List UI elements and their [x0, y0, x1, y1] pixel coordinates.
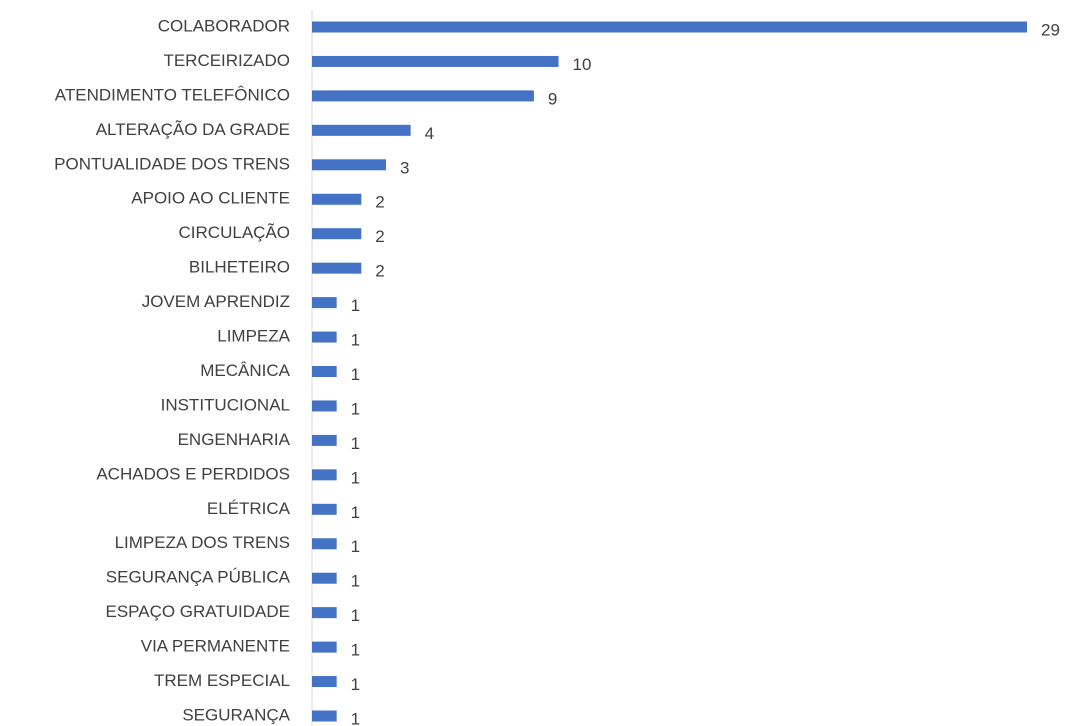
bar [312, 297, 337, 309]
bar [312, 193, 362, 205]
data-label: 1 [351, 365, 360, 384]
y-tick-label: TREM ESPECIAL [154, 671, 290, 690]
data-label: 1 [351, 572, 360, 591]
bar [312, 124, 411, 136]
data-label: 9 [548, 89, 557, 108]
bar [312, 262, 362, 274]
bar [312, 55, 559, 67]
data-label: 1 [351, 331, 360, 350]
bar [312, 159, 386, 171]
data-label: 1 [351, 399, 360, 418]
bar [312, 641, 337, 653]
data-label: 2 [375, 227, 384, 246]
data-label: 1 [351, 606, 360, 625]
data-label: 10 [573, 55, 592, 74]
y-tick-label: MECÂNICA [200, 361, 290, 380]
data-label: 1 [351, 537, 360, 556]
bar [312, 21, 1027, 33]
data-label: 29 [1041, 20, 1060, 39]
data-label: 2 [375, 262, 384, 281]
bar [312, 503, 337, 515]
bar [312, 538, 337, 550]
y-tick-label: ESPAÇO GRATUIDADE [105, 602, 290, 621]
data-label: 1 [351, 641, 360, 660]
data-label: 1 [351, 434, 360, 453]
y-tick-label: LIMPEZA DOS TRENS [115, 533, 290, 552]
y-tick-label: APOIO AO CLIENTE [131, 189, 290, 208]
bar [312, 572, 337, 584]
y-tick-label: VIA PERMANENTE [141, 637, 290, 656]
y-tick-label: SEGURANÇA PÚBLICA [106, 568, 291, 587]
bar [312, 331, 337, 343]
y-tick-label: INSTITUCIONAL [161, 395, 290, 414]
bar [312, 434, 337, 446]
y-tick-label: JOVEM APRENDIZ [142, 292, 290, 311]
data-label: 1 [351, 503, 360, 522]
y-tick-label: ALTERAÇÃO DA GRADE [96, 120, 290, 139]
bar [312, 710, 337, 722]
bar [312, 366, 337, 377]
y-tick-label: TERCEIRIZADO [163, 51, 290, 70]
bar [312, 676, 337, 688]
y-tick-label: ENGENHARIA [178, 430, 291, 449]
bar [312, 469, 337, 481]
y-tick-label: ACHADOS E PERDIDOS [96, 464, 290, 483]
data-label: 1 [351, 468, 360, 487]
data-label: 1 [351, 675, 360, 694]
y-tick-label: COLABORADOR [158, 16, 290, 35]
data-label: 1 [351, 296, 360, 315]
y-tick-label: CIRCULAÇÃO [179, 223, 290, 242]
bar [312, 228, 362, 240]
data-label: 4 [425, 124, 434, 143]
bar [312, 607, 337, 619]
y-tick-label: SEGURANÇA [182, 705, 290, 724]
bar [312, 400, 337, 412]
bar [312, 90, 534, 102]
data-label: 1 [351, 709, 360, 726]
data-label: 2 [375, 193, 384, 212]
y-tick-label: LIMPEZA [217, 327, 290, 346]
y-tick-label: ELÉTRICA [207, 499, 291, 518]
y-tick-label: PONTUALIDADE DOS TRENS [54, 154, 290, 173]
data-label: 3 [400, 158, 409, 177]
y-tick-label: ATENDIMENTO TELEFÔNICO [55, 85, 290, 104]
y-tick-label: BILHETEIRO [189, 258, 290, 277]
